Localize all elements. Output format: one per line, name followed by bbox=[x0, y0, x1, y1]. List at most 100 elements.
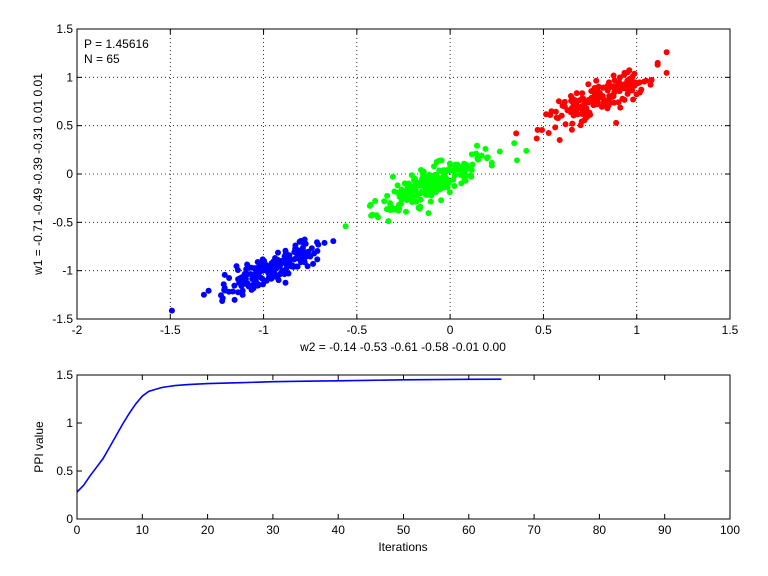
scatter-point bbox=[398, 200, 404, 207]
scatter-point bbox=[569, 120, 576, 127]
scatter-point bbox=[610, 72, 617, 79]
scatter-point bbox=[257, 274, 264, 281]
scatter-point bbox=[221, 287, 228, 293]
scatter-point bbox=[624, 90, 631, 97]
scatter-point bbox=[484, 154, 491, 161]
scatter-point bbox=[568, 126, 575, 133]
scatter-point bbox=[311, 250, 317, 257]
scatter-point bbox=[381, 198, 388, 205]
ppi-y-axis-label: PPI value bbox=[32, 421, 46, 473]
cluster-1 bbox=[342, 140, 530, 230]
scatter-y-tick-labels: -1.5 -1 -0.5 0 0.5 1 1.5 bbox=[52, 22, 73, 326]
ppi-line-series-0 bbox=[76, 378, 502, 493]
scatter-point bbox=[533, 135, 540, 142]
scatter-point bbox=[573, 90, 580, 97]
scatter-point bbox=[455, 167, 461, 173]
scatter-point bbox=[462, 177, 469, 184]
scatter-point bbox=[613, 119, 620, 126]
scatter-point bbox=[260, 281, 266, 288]
scatter-point bbox=[271, 269, 277, 276]
scatter-point bbox=[617, 104, 624, 111]
scatter-point bbox=[638, 86, 645, 93]
scatter-point bbox=[242, 275, 249, 282]
scatter-point bbox=[438, 157, 445, 164]
x-tick-label: 10 bbox=[136, 523, 150, 537]
scatter-point bbox=[558, 112, 565, 119]
cluster-2 bbox=[513, 49, 670, 143]
scatter-point bbox=[611, 99, 617, 106]
scatter-point bbox=[468, 173, 475, 180]
scatter-point bbox=[630, 96, 637, 103]
x-tick-label: 90 bbox=[658, 523, 672, 537]
scatter-point bbox=[593, 77, 600, 84]
scatter-point bbox=[555, 98, 562, 105]
scatter-point bbox=[231, 296, 238, 303]
scatter-point bbox=[552, 124, 559, 131]
scatter-point bbox=[446, 160, 453, 167]
scatter-point bbox=[301, 251, 308, 258]
y-tick-label: 1 bbox=[66, 70, 73, 84]
y-tick-label: 1 bbox=[66, 416, 73, 430]
scatter-point bbox=[425, 210, 432, 217]
scatter-point bbox=[244, 280, 251, 287]
scatter-point bbox=[231, 282, 238, 289]
scatter-point bbox=[543, 111, 550, 118]
x-tick-label: 100 bbox=[720, 523, 740, 537]
x-tick-label: 80 bbox=[593, 523, 607, 537]
scatter-point bbox=[244, 261, 251, 268]
ppi-plot-area bbox=[76, 374, 731, 520]
scatter-point bbox=[226, 275, 233, 281]
x-tick-label: 50 bbox=[397, 523, 411, 537]
annotation-p-value: P = 1.45616 bbox=[84, 37, 149, 51]
scatter-point bbox=[237, 275, 243, 282]
scatter-point bbox=[403, 208, 409, 215]
scatter-point bbox=[545, 130, 552, 136]
scatter-point bbox=[421, 188, 428, 195]
scatter-point bbox=[437, 175, 444, 182]
scatter-point bbox=[663, 49, 670, 56]
scatter-point bbox=[478, 152, 485, 159]
scatter-point bbox=[250, 285, 257, 292]
scatter-point bbox=[220, 281, 227, 288]
scatter-point bbox=[523, 147, 530, 154]
scatter-point bbox=[261, 262, 268, 269]
scatter-point bbox=[200, 291, 207, 298]
x-tick-label: 1.5 bbox=[722, 323, 739, 337]
y-tick-label: 1.5 bbox=[56, 368, 73, 382]
scatter-point bbox=[648, 77, 655, 83]
y-tick-label: 0.5 bbox=[56, 464, 73, 478]
scatter-point bbox=[629, 87, 636, 94]
scatter-point bbox=[496, 148, 503, 155]
scatter-point bbox=[434, 186, 441, 193]
scatter-point bbox=[342, 223, 349, 230]
scatter-point bbox=[314, 256, 321, 263]
scatter-point bbox=[593, 101, 600, 108]
scatter-point bbox=[298, 259, 304, 266]
scatter-point bbox=[595, 91, 602, 98]
scatter-point bbox=[221, 271, 228, 278]
scatter-point bbox=[442, 173, 448, 180]
scatter-point bbox=[219, 298, 226, 304]
scatter-point bbox=[255, 282, 262, 289]
scatter-point bbox=[372, 197, 379, 204]
scatter-point bbox=[636, 79, 643, 86]
x-tick-label: 0.5 bbox=[535, 323, 552, 337]
scatter-point bbox=[321, 239, 328, 246]
scatter-point bbox=[585, 97, 592, 103]
scatter-point bbox=[459, 163, 466, 169]
scatter-point bbox=[234, 267, 241, 273]
scatter-point bbox=[252, 271, 259, 278]
scatter-point bbox=[251, 265, 258, 272]
scatter-point bbox=[474, 155, 481, 162]
scatter-point bbox=[458, 180, 465, 187]
scatter-point bbox=[395, 207, 402, 214]
scatter-point bbox=[385, 218, 392, 225]
scatter-point bbox=[282, 258, 289, 265]
scatter-point bbox=[420, 168, 427, 175]
scatter-point bbox=[330, 238, 337, 245]
y-tick-label: 1.5 bbox=[56, 22, 73, 36]
scatter-y-axis-label: w1 = -0.71 -0.49 -0.39 -0.31 0.01 0.01 bbox=[31, 73, 45, 276]
scatter-point bbox=[631, 82, 638, 89]
